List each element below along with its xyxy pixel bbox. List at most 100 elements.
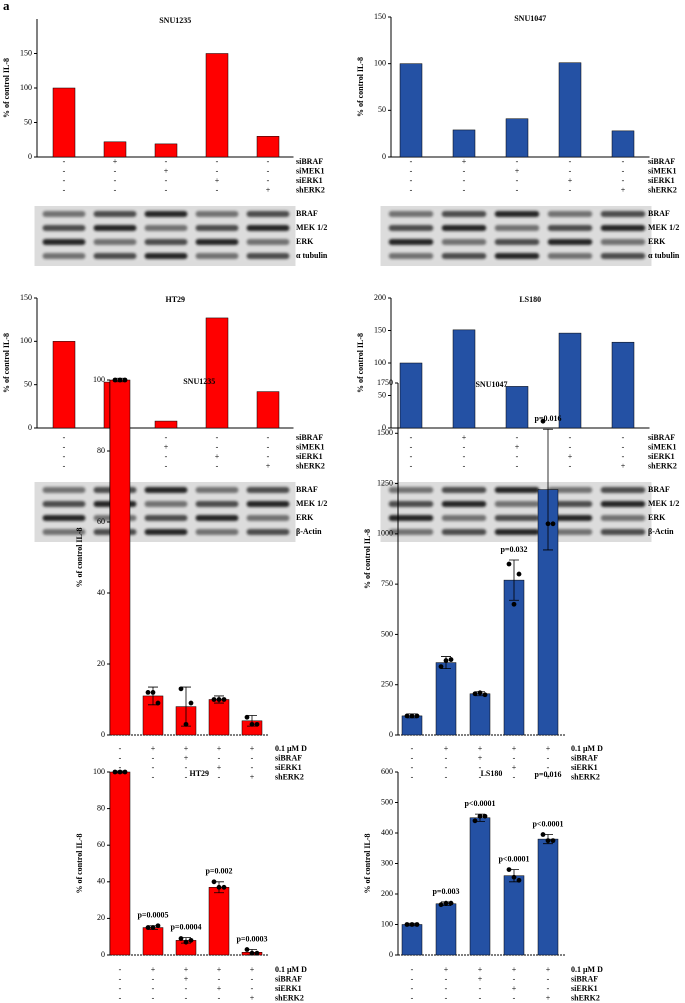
bar xyxy=(558,62,582,158)
y-tick-label: 100 xyxy=(374,58,386,67)
condition-mark: + xyxy=(478,753,483,762)
condition-mark: - xyxy=(152,984,155,993)
blot-band xyxy=(42,501,86,507)
condition-mark: - xyxy=(411,984,414,993)
data-point xyxy=(188,700,194,706)
condition-mark: - xyxy=(622,166,625,175)
blot-label: MEK 1/2 xyxy=(296,499,327,508)
condition-label: siERK1 xyxy=(648,176,675,185)
blot-band xyxy=(93,239,137,245)
blot-label: BRAF xyxy=(648,209,670,218)
data-point xyxy=(414,922,420,927)
data-point xyxy=(511,874,517,880)
data-point xyxy=(550,838,556,844)
chart-title: SNU1047 xyxy=(475,380,507,389)
bar xyxy=(256,136,280,158)
blot-label: ERK xyxy=(648,513,666,522)
condition-mark: + xyxy=(512,744,517,753)
bar xyxy=(142,927,164,956)
blot-band xyxy=(494,529,540,535)
condition-mark: + xyxy=(512,965,517,974)
bar xyxy=(469,817,491,956)
condition-mark: + xyxy=(266,185,271,194)
condition-mark: + xyxy=(184,974,189,983)
condition-mark: - xyxy=(218,772,221,781)
condition-mark: - xyxy=(165,185,168,194)
data-point xyxy=(112,377,118,383)
data-point xyxy=(254,721,260,727)
condition-mark: - xyxy=(267,157,270,166)
blot-band xyxy=(600,211,646,217)
data-point xyxy=(145,690,151,695)
blot-band xyxy=(600,253,646,259)
chart-title: SNU1235 xyxy=(159,16,191,25)
blot-band xyxy=(144,225,188,231)
condition-mark: + xyxy=(546,772,551,781)
p-value: p=0.032 xyxy=(500,545,527,554)
data-point xyxy=(150,925,156,930)
y-tick-label: 80 xyxy=(97,446,105,455)
condition-mark: - xyxy=(547,763,550,772)
condition-mark: - xyxy=(547,984,550,993)
y-tick-label: 150 xyxy=(20,48,32,57)
bar xyxy=(401,715,423,736)
blot-label: α tubulin xyxy=(648,251,680,260)
y-tick-label: 0 xyxy=(28,152,32,161)
condition-mark: - xyxy=(119,744,122,753)
data-point xyxy=(150,690,156,695)
blot-label: MEK 1/2 xyxy=(648,223,679,232)
condition-mark: - xyxy=(63,176,66,185)
blot-band xyxy=(494,225,540,231)
data-point xyxy=(409,922,415,927)
bar xyxy=(537,838,559,956)
condition-mark: - xyxy=(479,993,482,1002)
bar xyxy=(208,699,230,736)
condition-mark: - xyxy=(445,993,448,1002)
blot-label: ERK xyxy=(296,513,314,522)
p-value: p=0.002 xyxy=(205,867,232,876)
y-tick-label: 20 xyxy=(97,659,105,668)
bar xyxy=(505,118,529,158)
condition-label: siMEK1 xyxy=(648,442,676,451)
bar xyxy=(611,341,635,429)
blot-band xyxy=(93,253,137,259)
blot-band xyxy=(246,515,290,521)
condition-label: siBRAF xyxy=(296,157,323,166)
data-point xyxy=(414,713,420,719)
bar xyxy=(154,143,178,158)
y-tick-label: 20 xyxy=(97,913,105,922)
condition-mark: - xyxy=(445,974,448,983)
condition-mark: - xyxy=(411,974,414,983)
condition-mark: - xyxy=(569,461,572,470)
condition-label: siMEK1 xyxy=(296,166,324,175)
condition-mark: + xyxy=(151,965,156,974)
blot-band xyxy=(388,515,434,521)
condition-mark: - xyxy=(119,965,122,974)
y-tick-label: 100 xyxy=(20,336,32,345)
condition-mark: - xyxy=(119,974,122,983)
data-point xyxy=(516,877,522,883)
condition-label: siERK1 xyxy=(275,984,302,993)
data-point xyxy=(472,691,478,697)
condition-mark: - xyxy=(569,433,572,442)
condition-mark: + xyxy=(444,744,449,753)
blot-band xyxy=(42,253,86,259)
bar xyxy=(503,875,525,956)
blot-band xyxy=(600,239,646,245)
blot-band xyxy=(494,239,540,245)
blot-band xyxy=(388,239,434,245)
chart-title: HT29 xyxy=(165,295,185,304)
p-value: p=0.0005 xyxy=(137,911,168,920)
blot-band xyxy=(246,253,290,259)
data-point xyxy=(409,713,415,719)
condition-mark: - xyxy=(410,176,413,185)
y-tick-label: 500 xyxy=(381,797,393,806)
condition-mark: - xyxy=(185,763,188,772)
data-point xyxy=(545,521,551,527)
blot-band xyxy=(93,225,137,231)
data-point xyxy=(550,521,556,527)
data-point xyxy=(516,571,522,577)
y-tick-label: 1750 xyxy=(377,378,393,387)
p-value: p=0.0004 xyxy=(170,922,201,931)
condition-mark: + xyxy=(478,744,483,753)
